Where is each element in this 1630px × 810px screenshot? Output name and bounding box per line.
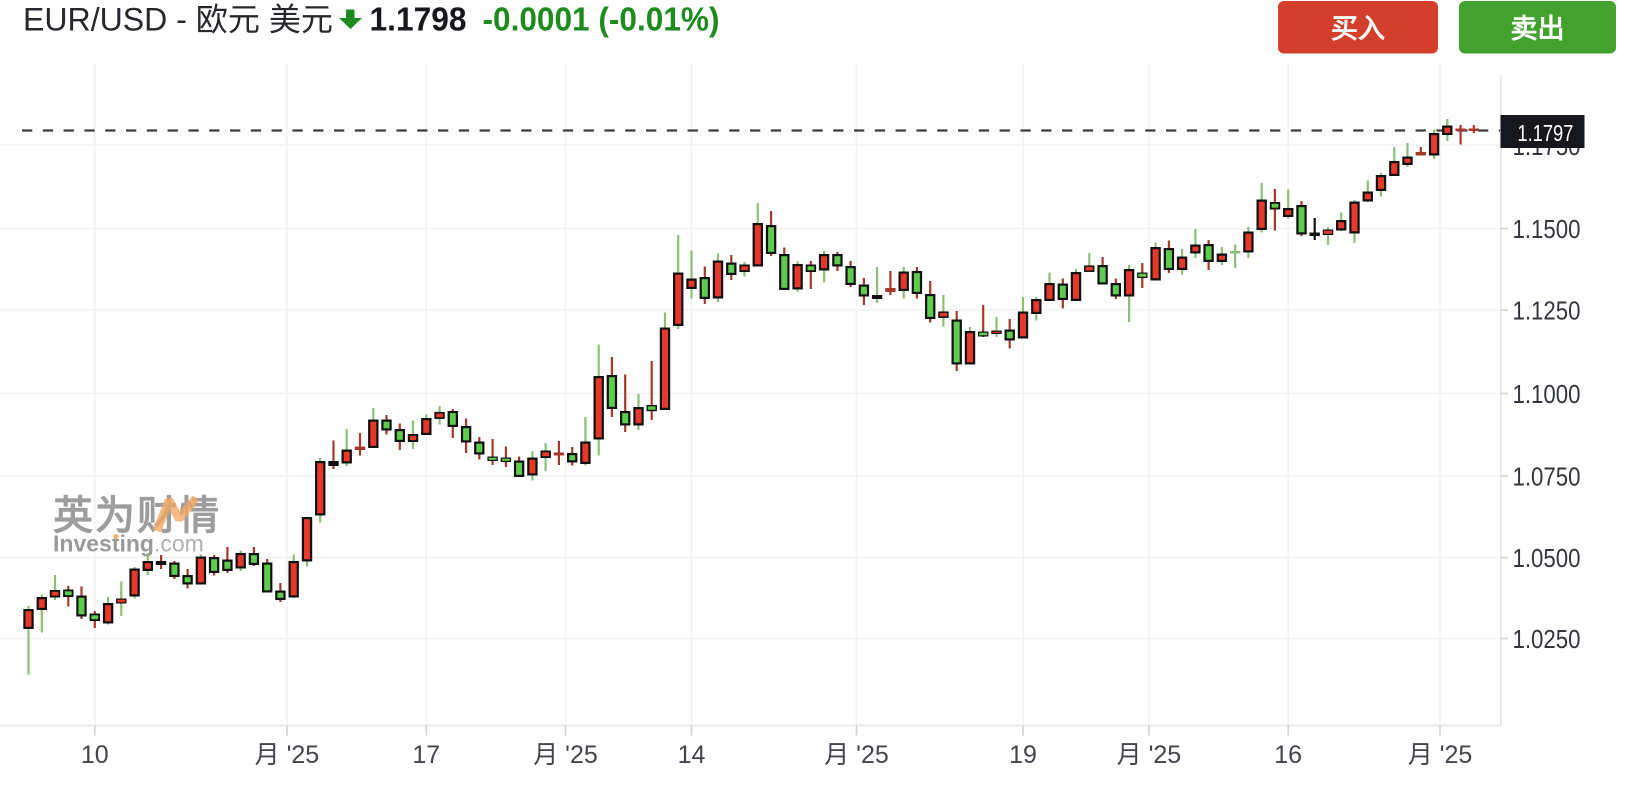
svg-text:月 '25: 月 '25 bbox=[255, 741, 320, 769]
svg-text:买入: 买入 bbox=[1331, 14, 1385, 44]
svg-text:19: 19 bbox=[1009, 741, 1037, 769]
svg-text:1.0250: 1.0250 bbox=[1513, 624, 1581, 654]
svg-text:1.1250: 1.1250 bbox=[1513, 295, 1581, 325]
svg-text:17: 17 bbox=[412, 741, 440, 769]
svg-text:1.1000: 1.1000 bbox=[1513, 379, 1581, 409]
svg-text:-0.0001 (-0.01%): -0.0001 (-0.01%) bbox=[483, 1, 720, 38]
svg-text:Investing.com: Investing.com bbox=[53, 531, 204, 557]
svg-text:月 '25: 月 '25 bbox=[533, 741, 598, 769]
svg-text:1.1798: 1.1798 bbox=[370, 1, 467, 38]
svg-text:EUR/USD - 欧元 美元: EUR/USD - 欧元 美元 bbox=[23, 2, 333, 38]
svg-text:16: 16 bbox=[1274, 741, 1302, 769]
svg-text:1.1500: 1.1500 bbox=[1513, 214, 1581, 244]
svg-text:1.0500: 1.0500 bbox=[1513, 543, 1581, 573]
svg-text:1.1797: 1.1797 bbox=[1517, 120, 1573, 146]
svg-text:月 '25: 月 '25 bbox=[1408, 741, 1473, 769]
svg-text:10: 10 bbox=[81, 741, 109, 769]
svg-text:月 '25: 月 '25 bbox=[1117, 741, 1182, 769]
svg-text:1.0750: 1.0750 bbox=[1513, 461, 1581, 491]
svg-text:卖出: 卖出 bbox=[1511, 14, 1565, 44]
svg-text:14: 14 bbox=[678, 741, 706, 769]
svg-text:月 '25: 月 '25 bbox=[824, 741, 889, 769]
